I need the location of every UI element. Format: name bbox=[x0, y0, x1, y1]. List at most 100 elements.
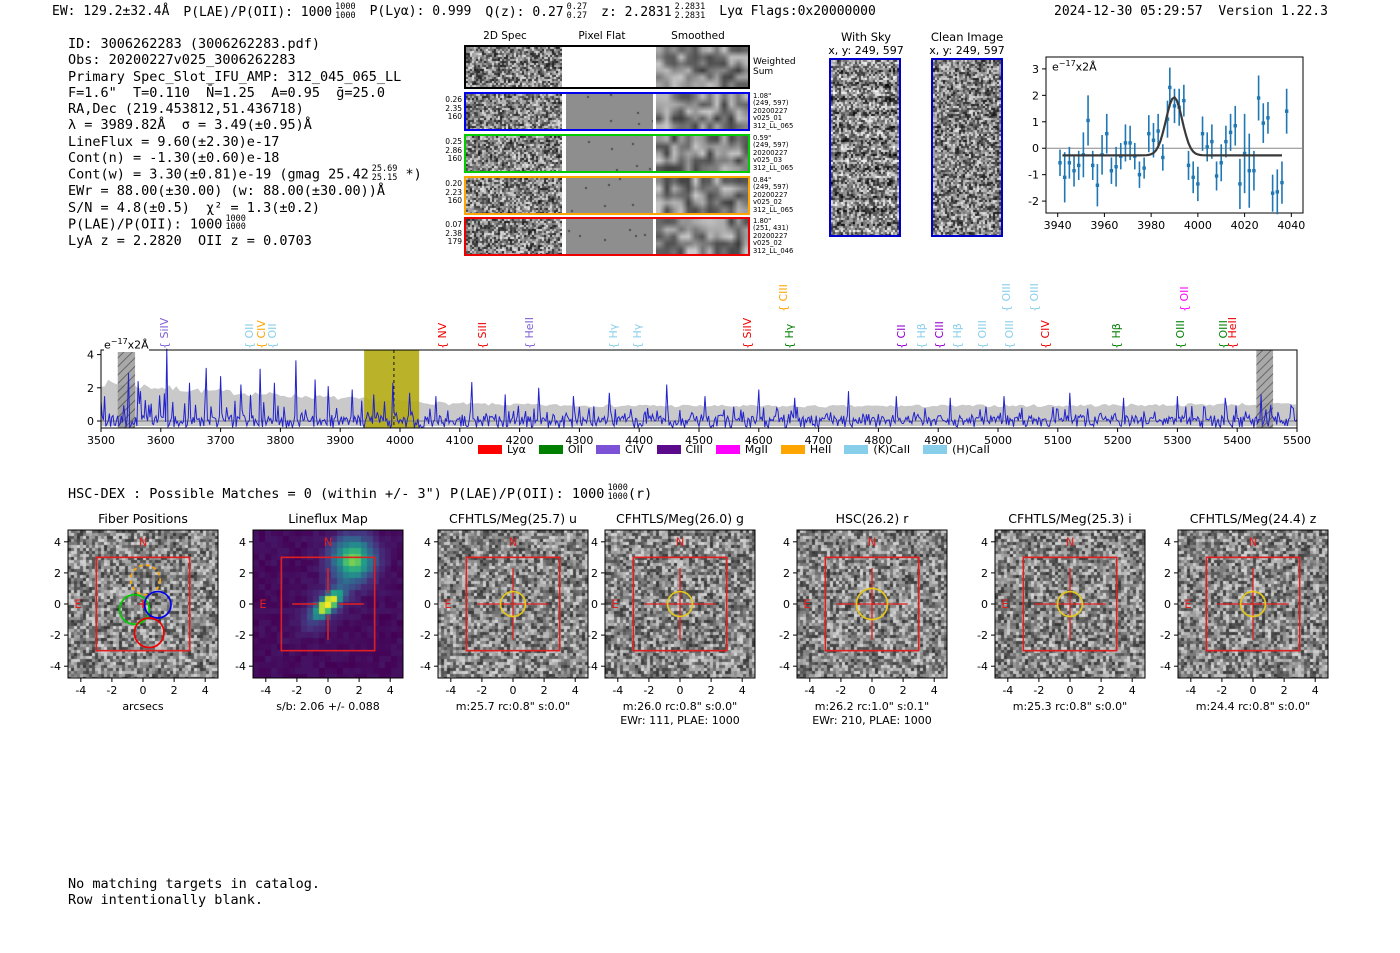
catalog-cutout-5-image bbox=[995, 530, 1145, 678]
info-line-10: S/N = 4.8(±0.5) χ² = 1.3(±0.2) bbox=[68, 199, 320, 216]
emission-label-hβ-13: { Hβ bbox=[915, 323, 929, 349]
catalog-cutout-4-image bbox=[797, 530, 947, 678]
legend-swatch bbox=[656, 445, 681, 454]
cutout-xlabel-4: m:26.2 rc:1.0" s:0.1" bbox=[814, 700, 930, 713]
emission-label-heii-25: { HeII bbox=[1225, 316, 1239, 349]
spec2d-row4-right-info: 1.80" (251, 431) 20200227 v025_02 312_LL_046 bbox=[753, 217, 794, 255]
header-part-3: Q(z): 0.27 0.27 0.27 bbox=[485, 2, 588, 21]
cutout-title-3: CFHTLS/Meg(26.0) g bbox=[616, 511, 744, 526]
catalog-notes: No matching targets in catalog. Row inte… bbox=[68, 876, 320, 909]
cutout-title-4: HSC(26.2) r bbox=[835, 511, 909, 526]
legend-swatch bbox=[478, 445, 502, 454]
header-summary: EW: 129.2±32.4Å P(LAE)/P(OII): 1000 1000 10… bbox=[52, 2, 890, 21]
legend-item-0: Lyα bbox=[478, 443, 526, 456]
legend-swatch bbox=[596, 445, 621, 454]
withsky-coords: x, y: 249, 597 bbox=[828, 44, 904, 57]
spec2d-row1-right-info: 1.08" (249, 597) 20200227 v025_01 312_LL_065 bbox=[753, 92, 794, 130]
cutout-xlabel-0: arcsecs bbox=[122, 700, 164, 713]
spec2d-row2-2dspec-image bbox=[466, 136, 562, 171]
cutout-ewr-4: EWr: 210, PLAE: 1000 bbox=[812, 714, 932, 727]
emission-label-oiii-18: { OIII bbox=[1000, 283, 1014, 312]
cutout-xlabel-5: m:25.3 rc:0.8" s:0.0" bbox=[1012, 700, 1128, 713]
spec2d-row3-left-stats: 0.20 2.23 160 bbox=[445, 179, 462, 205]
note-row-blank: Row intentionally blank. bbox=[68, 892, 264, 909]
cutout-xlabel-3: m:26.0 rc:0.8" s:0.0" bbox=[622, 700, 738, 713]
lineflux-map-image bbox=[253, 530, 403, 678]
with-sky-image bbox=[831, 60, 899, 235]
emission-label-oiii-19: { OIII bbox=[1027, 283, 1041, 312]
cutout-xlabel-2: m:25.7 rc:0.8" s:0.0" bbox=[455, 700, 571, 713]
emission-label-civ-20: { CIV bbox=[1039, 320, 1053, 349]
stacked-fraction: 25.69 25.15 bbox=[371, 164, 398, 183]
report-version: Version 1.22.3 bbox=[1218, 4, 1328, 19]
cleanimage-coords: x, y: 249, 597 bbox=[929, 44, 1005, 57]
spec2d-row0-smoothed-image bbox=[656, 47, 749, 87]
legend-swatch bbox=[844, 445, 869, 454]
emission-label-heii-6: { HeII bbox=[522, 316, 536, 349]
cutout-title-6: CFHTLS/Meg(24.4) z bbox=[1189, 511, 1317, 526]
cutout-title-5: CFHTLS/Meg(25.3) i bbox=[1008, 511, 1132, 526]
clean-image-image bbox=[933, 60, 1001, 235]
emission-label-oii-3: { OII bbox=[266, 323, 280, 349]
spec2d-header-pixelflat: Pixel Flat bbox=[578, 30, 626, 42]
emission-label-ciii-10: { CIII bbox=[776, 284, 790, 312]
emission-label-cii-12: { CII bbox=[895, 324, 909, 349]
catalog-cutout-2-image bbox=[438, 530, 588, 678]
cutout-xlabel-6: m:24.4 rc:0.8" s:0.0" bbox=[1195, 700, 1311, 713]
emission-label-hβ-21: { Hβ bbox=[1109, 323, 1123, 349]
legend-item-2: CIV bbox=[596, 443, 644, 456]
spec2d-row2-right-info: 0.59" (249, 597) 20200227 v025_03 312_LL_065 bbox=[753, 134, 794, 172]
legend-swatch bbox=[923, 445, 948, 454]
stacked-fraction: 1000 1000 bbox=[225, 213, 246, 233]
header-part-1: P(LAE)/P(OII): 1000 1000 1000 bbox=[183, 2, 356, 21]
emission-label-oiii-17: { OIII bbox=[1003, 320, 1017, 349]
info-line-11: P(LAE)/P(OII): 1000 1000 1000 bbox=[68, 213, 246, 233]
spec2d-row0-pixelflat-image bbox=[566, 47, 653, 87]
header-part-0: EW: 129.2±32.4Å bbox=[52, 4, 170, 19]
spec2d-row4-smoothed-image bbox=[656, 219, 749, 254]
stacked-fraction: 0.27 0.27 bbox=[566, 2, 588, 21]
info-line-2: Primary Spec_Slot_IFU_AMP: 312_045_065_L… bbox=[68, 68, 402, 85]
emission-label-oiii-16: { OIII bbox=[976, 320, 990, 349]
info-line-0: ID: 3006262283 (3006262283.pdf) bbox=[68, 36, 320, 52]
legend-item-5: HeII bbox=[780, 443, 831, 456]
legend-item-3: CIII bbox=[656, 443, 703, 456]
info-line-3: F=1.6" T=0.110 N̄=1.25 A=0.95 ḡ=25.0 bbox=[68, 84, 385, 101]
info-line-8: Cont(w) = 3.30(±0.81)e-19 (gmag 25.42 25.… bbox=[68, 164, 422, 183]
info-line-12: LyA z = 2.2820 OII z = 0.0703 bbox=[68, 232, 312, 249]
fiber-positions-image bbox=[68, 530, 218, 678]
header-part-2: P(Lyα): 0.999 bbox=[369, 4, 472, 19]
emission-label-ciii-14: { CIII bbox=[932, 321, 946, 349]
spec2d-row4-2dspec-image bbox=[466, 219, 562, 254]
withsky-title: With Sky bbox=[840, 30, 892, 44]
stacked-fraction: 2.2831 2.2831 bbox=[674, 2, 706, 21]
report-datetime: 2024-12-30 05:29:57 bbox=[1054, 4, 1203, 19]
emission-label-siii-5: { SiII bbox=[475, 321, 489, 349]
legend-item-7: (H)CaII bbox=[923, 443, 990, 456]
spec2d-header-2dspec: 2D Spec bbox=[483, 30, 527, 42]
cutout-title-2: CFHTLS/Meg(25.7) u bbox=[449, 511, 577, 526]
info-line-4: RA,Dec (219.453812,51.436718) bbox=[68, 101, 304, 118]
spec2d-row4-left-stats: 0.07 2.38 179 bbox=[445, 220, 462, 246]
legend-swatch bbox=[780, 445, 805, 454]
stacked-fraction: 1000 1000 bbox=[607, 483, 628, 502]
header-part-5: Lyα Flags:0x20000000 bbox=[719, 4, 876, 19]
spec2d-row2-left-stats: 0.25 2.86 160 bbox=[445, 137, 462, 163]
spec2d-row3-smoothed-image bbox=[656, 178, 749, 213]
emission-label-hγ-11: { Hγ bbox=[783, 323, 797, 349]
hscdex-match-line: HSC-DEX : Possible Matches = 0 (within +… bbox=[68, 483, 653, 502]
emission-label-hγ-7: { Hγ bbox=[607, 323, 621, 349]
spec2d-row3-right-info: 0.84" (249, 597) 20200227 v025_02 312_LL_065 bbox=[753, 176, 794, 214]
spec2d-row4-pixelflat-image bbox=[566, 219, 653, 254]
legend-swatch bbox=[715, 445, 740, 454]
header-part-4: z: 2.2831 2.2831 2.2831 bbox=[601, 2, 706, 21]
info-line-1: Obs: 20200227v025_3006262283 bbox=[68, 52, 296, 69]
catalog-cutout-3-image bbox=[605, 530, 755, 678]
legend-swatch bbox=[538, 445, 563, 454]
spec2d-row2-pixelflat-image bbox=[566, 136, 653, 171]
cutout-xlabel-1: s/b: 2.06 +/- 0.088 bbox=[276, 700, 380, 713]
spec2d-row1-2dspec-image bbox=[466, 94, 562, 129]
info-line-9: EWr = 88.00(±30.00) (w: 88.00(±30.00))Å bbox=[68, 183, 385, 200]
info-line-6: LineFlux = 9.60(±2.30)e-17 bbox=[68, 133, 280, 150]
